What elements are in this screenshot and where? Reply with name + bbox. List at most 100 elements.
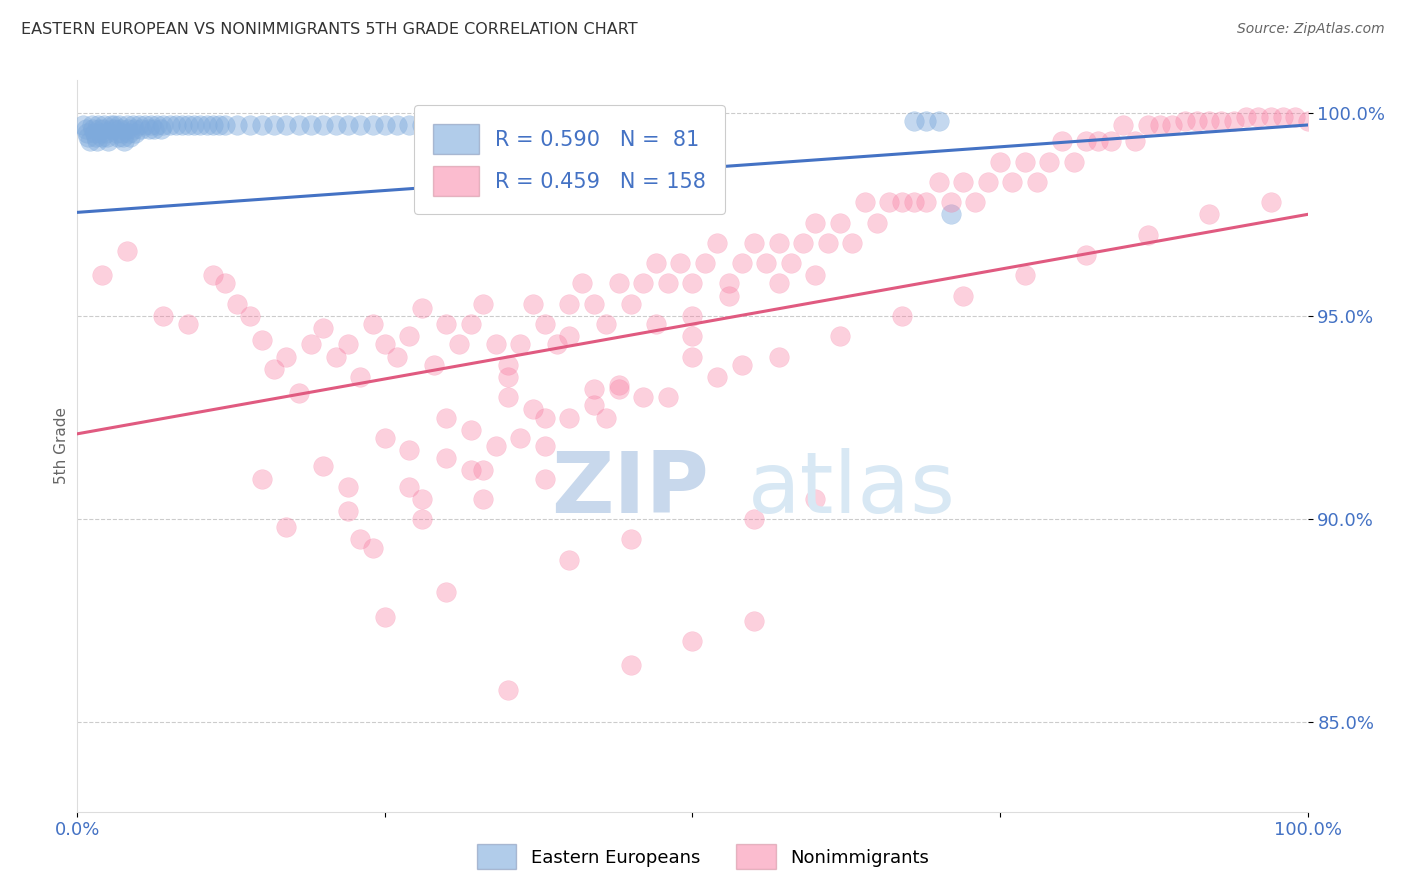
Point [447, 337, 470, 351]
Point [361, 541, 384, 555]
Point [817, 235, 839, 250]
Point [682, 634, 704, 648]
Point [349, 118, 371, 132]
Point [152, 309, 174, 323]
Point [75, 122, 97, 136]
Point [263, 361, 285, 376]
Point [496, 390, 519, 404]
Point [1050, 134, 1073, 148]
Point [682, 350, 704, 364]
Point [620, 297, 643, 311]
Point [558, 329, 581, 343]
Point [1149, 118, 1171, 132]
Point [276, 520, 298, 534]
Point [436, 317, 458, 331]
Point [509, 337, 531, 351]
Point [312, 118, 335, 132]
Point [349, 533, 371, 547]
Point [988, 154, 1011, 169]
Point [558, 297, 581, 311]
Point [325, 118, 347, 132]
Point [657, 277, 679, 291]
Text: EASTERN EUROPEAN VS NONIMMIGRANTS 5TH GRADE CORRELATION CHART: EASTERN EUROPEAN VS NONIMMIGRANTS 5TH GR… [21, 22, 638, 37]
Point [111, 130, 134, 145]
Point [693, 256, 716, 270]
Point [915, 114, 938, 128]
Point [607, 277, 630, 291]
Point [325, 350, 347, 364]
Point [183, 118, 205, 132]
Point [103, 118, 125, 132]
Point [1223, 114, 1246, 128]
Point [866, 215, 889, 229]
Point [226, 297, 249, 311]
Point [312, 321, 335, 335]
Point [128, 118, 150, 132]
Point [1136, 227, 1159, 242]
Point [644, 256, 666, 270]
Point [731, 256, 754, 270]
Point [460, 463, 482, 477]
Point [496, 370, 519, 384]
Point [804, 215, 827, 229]
Point [122, 122, 145, 136]
Point [1272, 110, 1295, 124]
Point [804, 268, 827, 283]
Point [1014, 154, 1036, 169]
Point [72, 118, 94, 132]
Point [669, 256, 692, 270]
Point [583, 382, 606, 396]
Point [903, 114, 925, 128]
Point [94, 126, 117, 140]
Point [436, 451, 458, 466]
Text: ZIP: ZIP [551, 449, 709, 532]
Point [77, 130, 100, 145]
Point [165, 118, 187, 132]
Point [374, 609, 396, 624]
Point [706, 370, 728, 384]
Point [1038, 154, 1060, 169]
Point [124, 126, 146, 140]
Point [472, 463, 495, 477]
Point [595, 317, 617, 331]
Point [1198, 114, 1220, 128]
Point [374, 337, 396, 351]
Point [780, 256, 803, 270]
Point [110, 122, 132, 136]
Point [1136, 118, 1159, 132]
Point [121, 118, 143, 132]
Point [472, 491, 495, 506]
Legend: R = 0.590   N =  81, R = 0.459   N = 158: R = 0.590 N = 81, R = 0.459 N = 158 [413, 105, 725, 214]
Point [485, 114, 508, 128]
Point [96, 130, 118, 145]
Point [633, 277, 655, 291]
Point [117, 122, 139, 136]
Point [657, 390, 679, 404]
Point [928, 175, 950, 189]
Point [1211, 114, 1233, 128]
Point [1112, 118, 1135, 132]
Point [890, 195, 912, 210]
Point [101, 122, 124, 136]
Point [1247, 110, 1270, 124]
Point [1099, 134, 1122, 148]
Point [108, 118, 131, 132]
Point [79, 134, 101, 148]
Point [1198, 207, 1220, 221]
Point [349, 370, 371, 384]
Point [644, 317, 666, 331]
Point [214, 118, 236, 132]
Point [1001, 175, 1024, 189]
Point [485, 337, 508, 351]
Point [83, 126, 105, 140]
Point [830, 329, 852, 343]
Point [299, 118, 322, 132]
Point [768, 235, 790, 250]
Point [742, 512, 765, 526]
Point [742, 614, 765, 628]
Point [792, 235, 814, 250]
Point [87, 118, 110, 132]
Point [250, 471, 273, 485]
Point [263, 118, 285, 132]
Point [1026, 175, 1049, 189]
